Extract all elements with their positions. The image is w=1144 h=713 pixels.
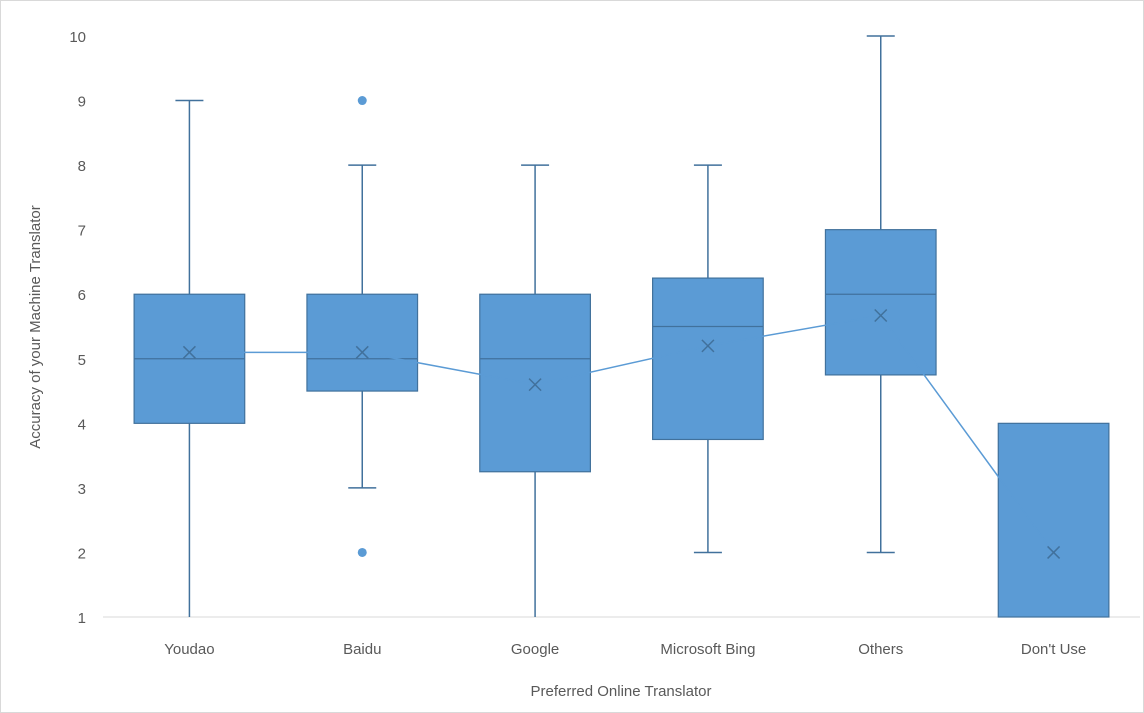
outlier-point — [357, 547, 367, 557]
boxes — [133, 35, 1110, 618]
mean-marker-stroke — [1047, 545, 1061, 559]
y-axis-ticks: 1 2 3 4 5 6 7 8 9 10 — [69, 29, 86, 627]
mean-marker — [874, 308, 888, 323]
mean-marker — [182, 345, 196, 359]
box-group — [479, 164, 591, 617]
x-tick-label: Google — [511, 641, 559, 658]
box-group — [824, 35, 937, 554]
mean-marker-stroke — [874, 308, 888, 323]
mean-marker-stroke — [528, 378, 542, 392]
mean-marker-stroke — [701, 339, 715, 353]
x-tick-label: Microsoft Bing — [660, 641, 755, 658]
mean-marker-stroke — [182, 345, 196, 359]
y-tick-label: 3 — [78, 481, 86, 498]
box-iqr — [306, 293, 419, 392]
box-iqr — [824, 229, 937, 376]
box-group — [133, 99, 246, 617]
y-tick-label: 2 — [78, 545, 86, 562]
box-iqr — [652, 277, 764, 441]
y-axis-title: Accuracy of your Machine Translator — [27, 205, 44, 448]
x-axis-title: Preferred Online Translator — [531, 683, 712, 700]
box-iqr — [997, 422, 1110, 618]
y-tick-label: 9 — [78, 94, 86, 111]
y-tick-label: 1 — [78, 610, 86, 627]
y-tick-label: 5 — [78, 352, 86, 369]
mean-marker — [355, 345, 369, 359]
mean-line-group — [182, 308, 1061, 559]
box-group — [652, 164, 764, 554]
box-group — [306, 96, 419, 557]
mean-line — [189, 314, 1055, 553]
box-group — [997, 422, 1110, 618]
mean-marker-stroke — [355, 345, 369, 359]
box-iqr — [479, 293, 591, 473]
y-tick-label: 4 — [78, 416, 86, 433]
mean-marker — [528, 378, 542, 392]
x-axis-ticks: Youdao Baidu Google Microsoft Bing Others Don… — [164, 641, 1086, 658]
y-tick-label: 6 — [78, 287, 86, 304]
y-tick-label: 10 — [69, 29, 86, 46]
x-tick-label: Don't Use — [1021, 641, 1086, 658]
mean-marker — [701, 339, 715, 353]
mean-marker — [1047, 545, 1061, 559]
x-tick-label: Baidu — [343, 641, 381, 658]
outlier-point — [357, 96, 367, 106]
y-tick-label: 7 — [78, 223, 86, 240]
x-tick-label: Youdao — [164, 641, 214, 658]
y-tick-label: 8 — [78, 158, 86, 175]
x-tick-label: Others — [858, 641, 903, 658]
